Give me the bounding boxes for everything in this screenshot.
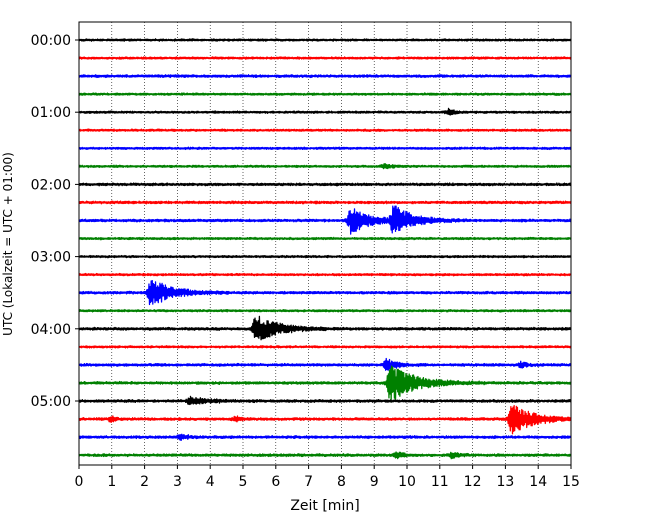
trace-line-0215 bbox=[78, 200, 572, 205]
trace-line-0545 bbox=[78, 451, 572, 460]
y-tick-label: 02:00 bbox=[31, 177, 71, 193]
trace-line-0230 bbox=[78, 205, 572, 235]
trace-lines bbox=[78, 38, 572, 460]
x-tick-label: 9 bbox=[370, 474, 379, 490]
x-tick-label: 14 bbox=[529, 474, 547, 490]
y-axis-ticks: 00:00 01:00 02:00 03:00 04:00 05:00 bbox=[31, 33, 79, 410]
trace-line-0430 bbox=[78, 357, 572, 371]
trace-line-0315 bbox=[78, 272, 572, 277]
trace-line-0200 bbox=[78, 182, 572, 187]
trace-line-0145 bbox=[78, 162, 572, 170]
trace-line-0345 bbox=[78, 308, 572, 313]
trace-line-0300 bbox=[78, 254, 572, 259]
trace-line-0100 bbox=[78, 107, 572, 116]
x-tick-label: 7 bbox=[304, 474, 313, 490]
y-axis-title: UTC (Lokalzeit = UTC + 01:00) bbox=[1, 152, 15, 336]
trace-line-0015 bbox=[78, 56, 572, 60]
trace-line-0330 bbox=[78, 280, 572, 306]
trace-line-0530 bbox=[78, 433, 572, 441]
x-tick-label: 1 bbox=[107, 474, 116, 490]
x-tick-label: 15 bbox=[562, 474, 580, 490]
trace-line-0115 bbox=[78, 128, 572, 133]
x-tick-label: 10 bbox=[398, 474, 416, 490]
trace-line-0130 bbox=[78, 146, 572, 151]
x-tick-label: 13 bbox=[496, 474, 514, 490]
x-tick-label: 12 bbox=[464, 474, 482, 490]
y-tick-label: 04:00 bbox=[31, 322, 71, 338]
x-tick-label: 11 bbox=[431, 474, 449, 490]
x-tick-label: 3 bbox=[173, 474, 182, 490]
plot-frame bbox=[78, 21, 572, 466]
trace-line-0400 bbox=[78, 315, 572, 341]
y-tick-label: 03:00 bbox=[31, 250, 71, 266]
x-tick-label: 2 bbox=[140, 474, 149, 490]
y-tick-label: 00:00 bbox=[31, 33, 71, 49]
trace-line-0415 bbox=[78, 345, 572, 349]
trace-line-0000 bbox=[78, 38, 572, 42]
x-tick-label: 0 bbox=[75, 474, 84, 490]
x-tick-label: 8 bbox=[337, 474, 346, 490]
trace-line-0500 bbox=[78, 395, 572, 406]
x-axis-title: Zeit [min] bbox=[290, 498, 359, 514]
y-tick-label: 05:00 bbox=[31, 394, 71, 410]
trace-line-0030 bbox=[78, 74, 572, 79]
trace-line-0515 bbox=[78, 404, 572, 435]
x-tick-label: 6 bbox=[271, 474, 280, 490]
y-tick-label: 01:00 bbox=[31, 105, 71, 121]
grid-lines bbox=[111, 22, 539, 465]
trace-line-0445 bbox=[78, 365, 572, 403]
trace-line-0245 bbox=[78, 236, 572, 241]
x-tick-label: 5 bbox=[239, 474, 248, 490]
trace-line-0045 bbox=[78, 92, 572, 96]
x-tick-label: 4 bbox=[206, 474, 215, 490]
x-axis-ticks: 0 1 2 3 4 5 6 7 8 9 10 11 12 13 14 15 bbox=[75, 465, 580, 490]
